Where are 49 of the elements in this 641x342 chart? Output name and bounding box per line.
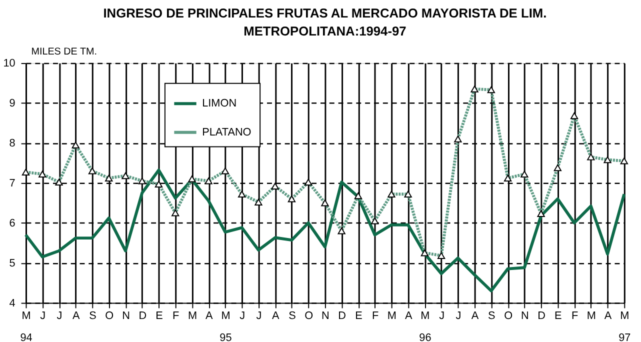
- x-tick-label: J: [456, 310, 462, 322]
- x-tick-label: O: [105, 310, 114, 322]
- x-tick-label: F: [571, 310, 578, 322]
- x-tick-label: A: [404, 310, 413, 322]
- x-tick-label: N: [322, 310, 330, 322]
- x-tick-label: A: [604, 310, 612, 322]
- chart-title: INGRESO DE PRINCIPALES FRUTAS AL MERCADO MAYORISTA DE LIM. METROPOLITANA:1994-97: [103, 5, 547, 38]
- x-tick-label: F: [372, 310, 379, 322]
- x-tick-label: M 95: [220, 310, 232, 342]
- y-tick-label: 8: [9, 137, 16, 150]
- y-tick-label: 5: [9, 257, 16, 270]
- x-tick-label: E: [156, 310, 163, 322]
- x-tick-label: M 97: [618, 310, 631, 342]
- legend-label: PLATANO: [202, 126, 252, 138]
- y-tick-label: 4: [9, 297, 16, 310]
- x-tick-label: J: [240, 310, 246, 322]
- x-tick-label: A: [72, 310, 80, 322]
- y-tick-label: 9: [9, 97, 16, 110]
- x-tick-label: S: [288, 310, 296, 322]
- x-tick-label: M: [387, 310, 396, 322]
- line-series: [24, 168, 626, 292]
- x-tick-label: J: [439, 310, 445, 322]
- x-tick-label: D: [338, 310, 346, 322]
- y-tick-label: 10: [3, 57, 16, 70]
- x-tick-label: S: [488, 310, 496, 322]
- x-tick-label: N: [122, 310, 130, 322]
- x-tick-label: M: [188, 310, 198, 322]
- x-tick-label: D: [538, 310, 546, 322]
- x-tick-label: O: [304, 310, 314, 322]
- x-tick-label: E: [355, 310, 362, 322]
- x-tick-label: N: [520, 310, 529, 322]
- legend-label: LIMON: [202, 98, 237, 110]
- x-tick-label: J: [256, 310, 262, 322]
- x-tick-label: E: [554, 310, 562, 322]
- y-tick-label: 7: [9, 177, 16, 190]
- x-tick-label: M: [586, 310, 596, 322]
- x-tick-label: S: [89, 310, 96, 322]
- x-tick-label: M 96: [419, 310, 432, 342]
- x-tick-label: J: [40, 310, 46, 322]
- y-tick-label: 6: [9, 217, 16, 230]
- y-axis-title: MILES DE TM.: [31, 46, 97, 58]
- x-tick-label: O: [504, 310, 513, 322]
- x-tick-label: M 94: [20, 310, 32, 342]
- x-tick-label: J: [56, 310, 62, 322]
- x-tick-label: F: [172, 310, 180, 322]
- x-tick-label: A: [272, 310, 280, 322]
- x-tick-label: D: [138, 310, 147, 322]
- x-tick-label: A: [205, 310, 214, 322]
- x-tick-label: A: [471, 310, 480, 322]
